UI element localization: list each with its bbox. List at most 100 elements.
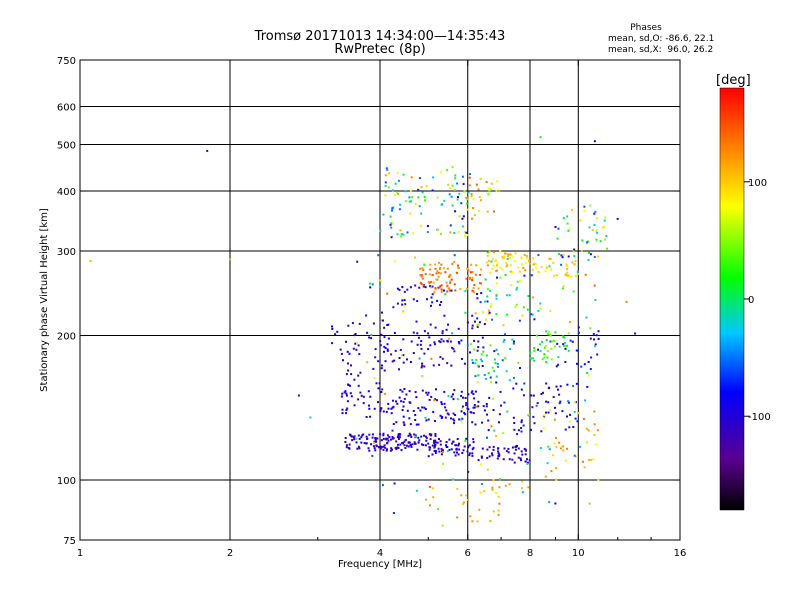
data-point [476,349,479,352]
data-point [378,446,381,448]
data-point [419,281,422,284]
data-point [392,437,395,440]
data-point [436,299,439,302]
data-point [379,279,382,282]
data-point [357,445,360,448]
data-point [472,441,475,444]
data-point [553,339,556,342]
data-point [383,350,385,353]
data-point [445,281,448,284]
data-point [497,509,500,512]
data-point [460,339,463,342]
data-point [409,423,412,426]
data-point [444,406,447,409]
data-point [466,407,469,410]
data-point [424,435,427,438]
axis-ticks: 1 2 4 6 8 10 16 75 100 200 300 400 500 600 750 [57,56,686,559]
data-point [357,434,360,437]
data-point [466,499,469,501]
data-point [480,282,483,285]
data-point [334,333,337,336]
data-point [472,438,475,441]
data-point [562,343,565,346]
data-point [492,479,495,482]
data-point [586,372,589,374]
data-point [446,362,449,365]
data-point [382,448,385,451]
data-point [446,339,449,342]
data-point [473,406,476,409]
data-point [365,416,368,418]
data-point [402,405,405,408]
data-point [377,401,379,404]
data-point [360,441,363,444]
data-point [601,226,604,229]
data-point [399,388,402,391]
data-point [593,423,596,426]
data-point [408,196,411,199]
data-point [476,325,479,328]
data-point [340,395,343,398]
data-point [605,235,608,237]
data-point [555,467,558,470]
data-point [576,420,579,423]
colorbar-tick-label: 0 [748,295,754,306]
data-point [453,451,456,454]
data-point [385,410,388,413]
data-point [413,433,416,436]
data-point [471,324,474,327]
x-tick-label: 10 [572,548,585,559]
data-point [404,190,407,193]
data-point [444,271,447,274]
data-point [497,513,500,516]
data-point [583,363,586,366]
data-point [420,366,423,369]
data-point [411,443,414,446]
data-point [434,398,437,401]
data-point [529,357,532,360]
data-point [472,412,475,415]
data-point [353,438,356,441]
data-point [379,447,382,450]
data-point [486,210,489,213]
data-point [345,373,348,376]
data-point [415,423,418,426]
data-point [502,432,505,435]
data-point [457,266,459,269]
data-point [587,361,590,363]
data-point [520,419,523,422]
data-point [411,196,414,199]
data-point [346,407,349,410]
data-point [481,447,484,450]
data-point [420,340,423,343]
data-point [495,381,498,384]
data-point [399,229,402,232]
data-point [531,406,534,409]
data-point [369,415,372,418]
data-point [548,501,551,504]
data-point [384,392,387,395]
data-point [416,343,419,346]
data-point [552,454,555,457]
data-point [506,294,509,297]
data-point [471,327,474,330]
data-point [509,348,511,350]
data-point [500,404,502,407]
y-tick-label: 100 [57,476,76,487]
data-point [549,340,552,343]
data-point [397,434,400,437]
data-point [431,189,434,192]
data-point [450,364,453,367]
data-point [450,278,453,281]
data-point [469,278,471,280]
data-point [347,324,350,327]
y-tick-label: 400 [57,187,76,198]
data-point [494,362,497,365]
data-point [404,439,407,442]
data-point [445,444,447,447]
data-point [539,307,542,310]
data-point [447,183,450,186]
data-point [451,442,453,445]
data-point [437,447,440,450]
data-point [496,365,499,368]
